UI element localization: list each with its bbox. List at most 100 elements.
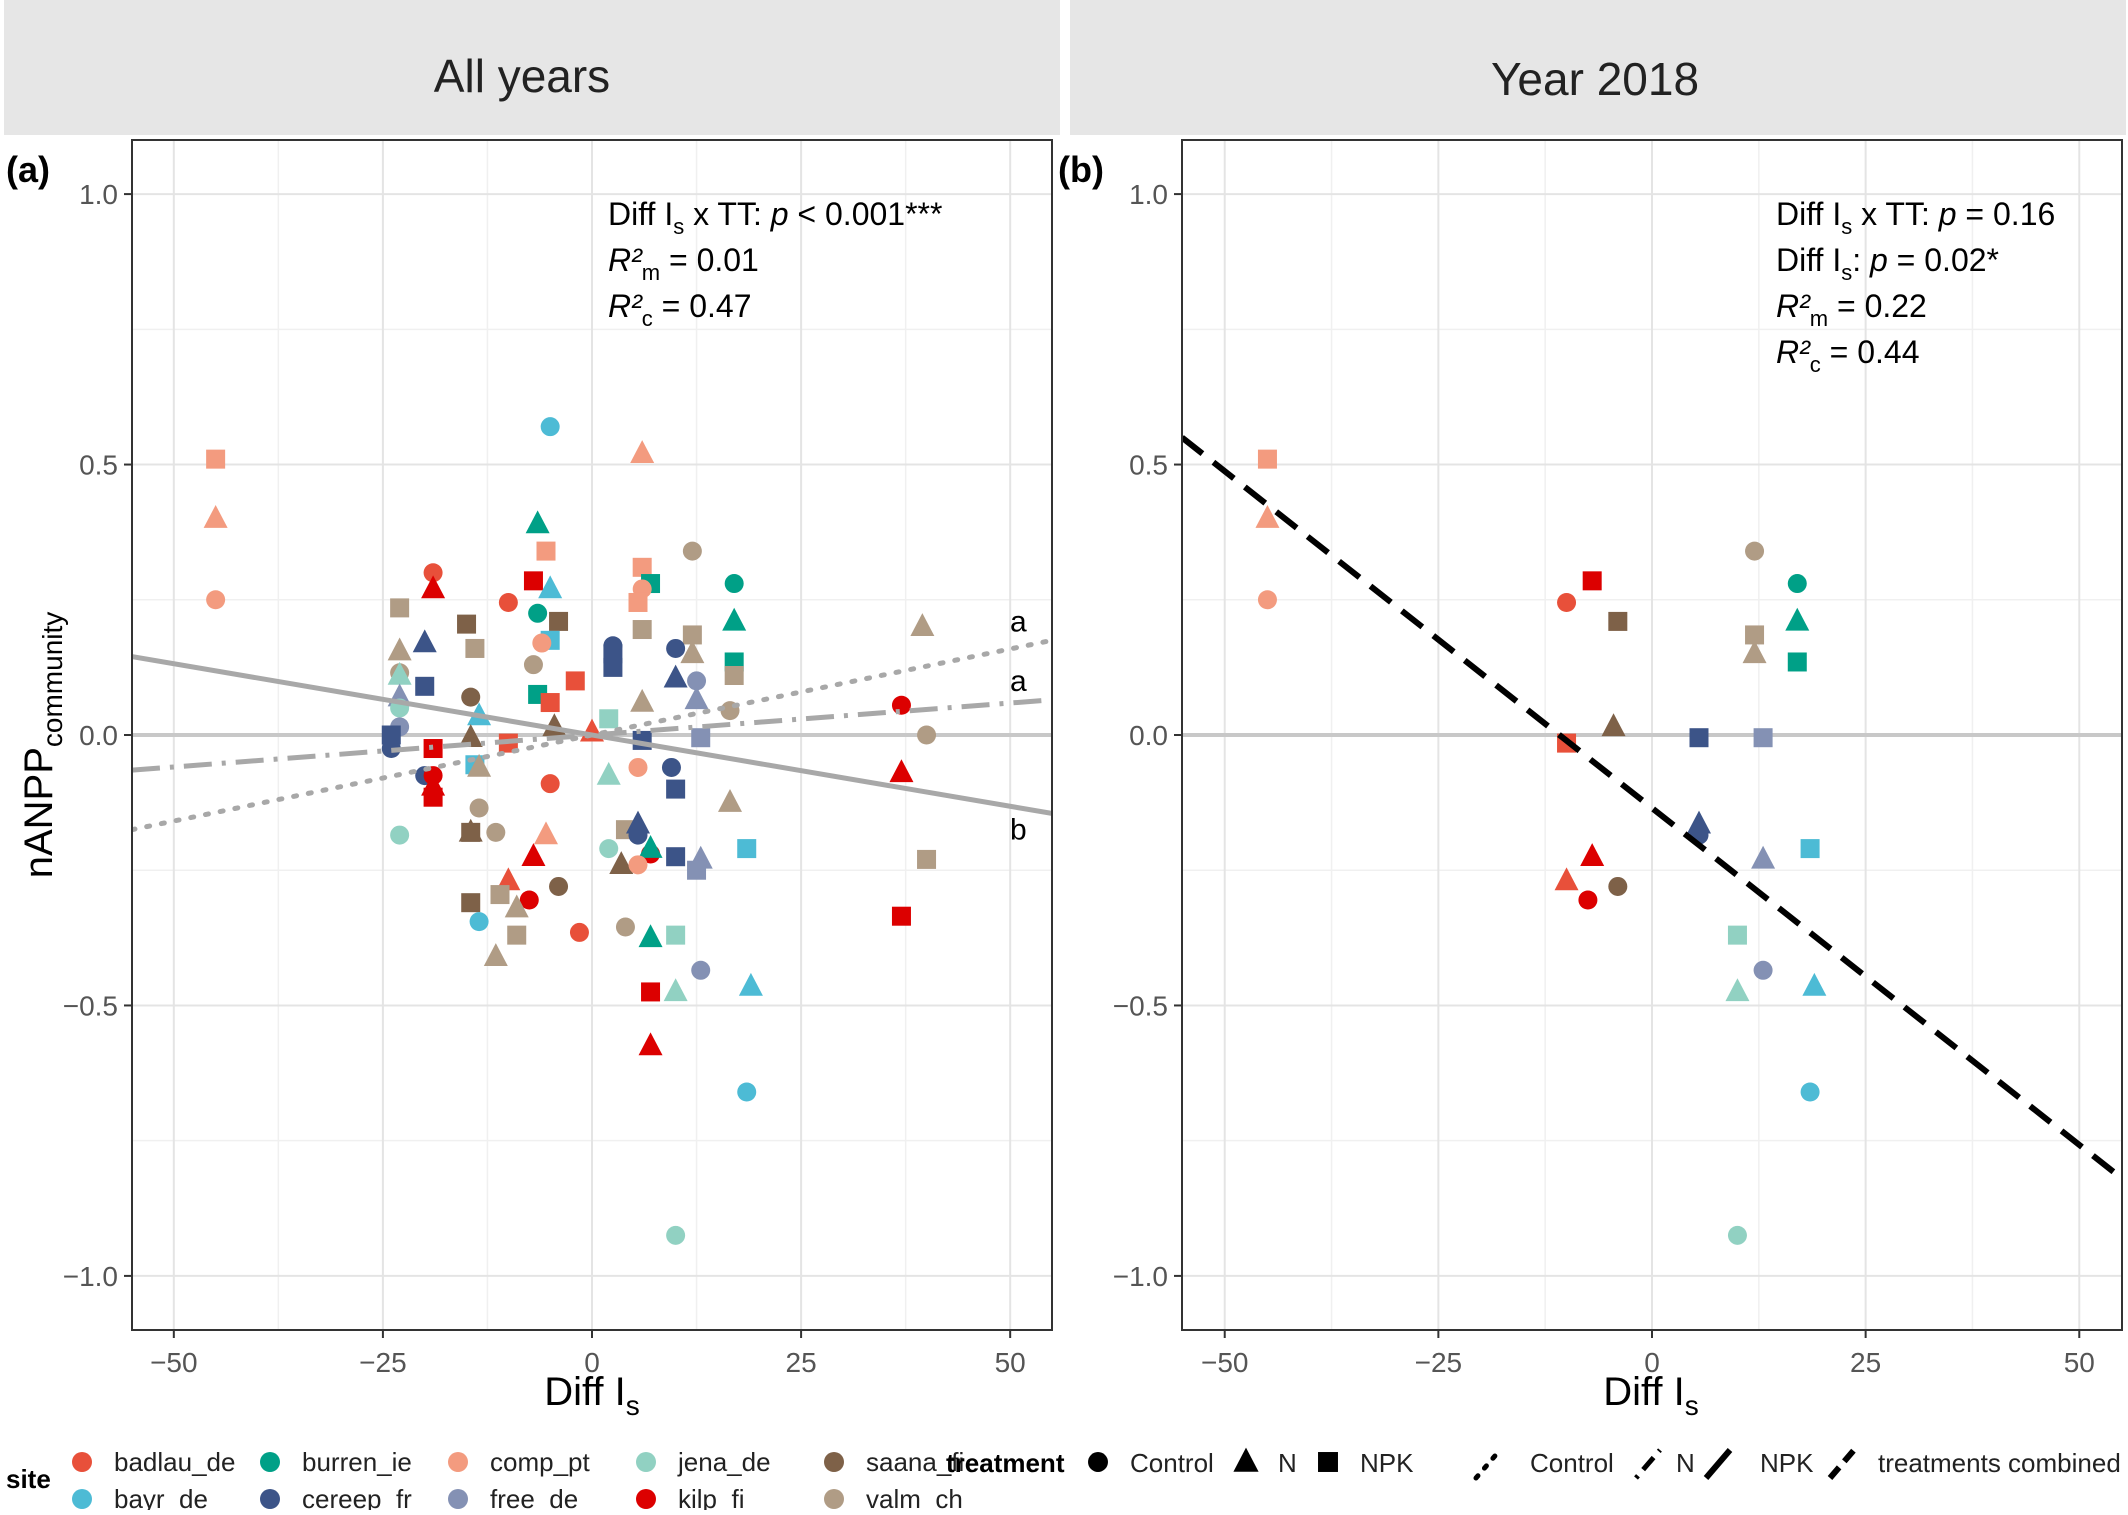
data-point (1257, 449, 1277, 469)
data-point (412, 629, 437, 653)
x-tick-label: 25 (1850, 1347, 1881, 1378)
data-point (486, 822, 506, 842)
data-point (638, 834, 663, 858)
data-point (1785, 607, 1810, 631)
legend-line-key (1473, 1447, 1503, 1481)
data-point (467, 753, 492, 777)
data-point (565, 671, 585, 691)
data-point (1727, 925, 1747, 945)
x-tick-label: −25 (1415, 1347, 1463, 1378)
legend-line-key (1703, 1448, 1733, 1480)
data-point (661, 757, 681, 777)
y-tick-label: −0.5 (63, 990, 118, 1021)
legend: site badlau_de bayr_de burren_ie cereep_fr co… (6, 1447, 2121, 1514)
data-point (206, 449, 226, 469)
data-point (523, 571, 543, 591)
legend-treatment-marker (1318, 1452, 1338, 1472)
data-point (465, 638, 485, 658)
stat-annotation: R²c = 0.47 (608, 288, 752, 331)
legend-line-label: N (1676, 1448, 1695, 1478)
legend-site-label: valm_ch (866, 1484, 963, 1510)
data-point (525, 510, 550, 534)
data-point (691, 960, 711, 980)
data-point (1751, 845, 1776, 869)
data-point (1582, 571, 1602, 591)
legend-site-swatch (260, 1489, 280, 1509)
data-point (615, 917, 635, 937)
y-tick-label: −1.0 (63, 1261, 118, 1292)
line-letter: a (1010, 605, 1027, 638)
line-letter: b (1010, 814, 1027, 847)
data-point (469, 912, 489, 932)
data-point (549, 876, 569, 896)
panel-b: −50 −25 0 25 50 −1.0 −0.5 0.0 0.5 1.0 Diff Is x TT… (1113, 139, 2123, 1378)
data-point (1727, 1225, 1747, 1245)
data-point (738, 972, 763, 996)
data-point (415, 676, 435, 696)
data-point (596, 761, 621, 785)
x-axis-title-a-sub: s (626, 1390, 640, 1421)
data-point (891, 906, 911, 926)
data-point (519, 890, 539, 910)
data-point (1257, 590, 1277, 610)
data-point (387, 637, 412, 661)
legend-line-label: NPK (1760, 1448, 1814, 1478)
fit-lines (132, 637, 1052, 833)
data-point (638, 924, 663, 948)
x-tick-label: −50 (1201, 1347, 1249, 1378)
data-point (490, 885, 510, 905)
legend-line-label: treatments combined (1878, 1448, 2121, 1478)
legend-treatment-marker (1088, 1452, 1108, 1472)
strip-b (1070, 0, 2126, 135)
x-axis-title-a-main: Diff I (544, 1370, 626, 1414)
data-point (691, 728, 711, 748)
data-point (1689, 728, 1709, 748)
y-tick-label: 0.5 (1129, 450, 1168, 481)
legend-site-swatch (824, 1452, 844, 1472)
data-point (630, 688, 655, 712)
data-point (641, 982, 661, 1002)
data-point (569, 922, 589, 942)
data-point (599, 839, 619, 859)
points (1255, 449, 1827, 1245)
data-point (421, 575, 446, 599)
legend-treatment-label: NPK (1360, 1448, 1414, 1478)
data-point (1802, 972, 1827, 996)
data-point (1753, 728, 1773, 748)
y-tick-label: 1.0 (79, 179, 118, 210)
data-point (609, 851, 634, 875)
data-point (1725, 978, 1750, 1002)
legend-treatment-marker (1233, 1447, 1259, 1472)
data-point (498, 592, 518, 612)
x-tick-label: 0 (584, 1347, 600, 1378)
stat-annotation: Diff Is: p = 0.02* (1776, 242, 1999, 285)
data-point (910, 613, 935, 637)
line-letter: a (1010, 665, 1027, 698)
data-point (628, 825, 648, 845)
data-point (663, 978, 688, 1002)
legend-site-label: saana_fi (866, 1447, 964, 1477)
panel-tag-b: (b) (1058, 149, 1104, 190)
data-point (666, 1225, 686, 1245)
data-point (628, 592, 648, 612)
legend-line-key (1827, 1448, 1857, 1480)
legend-site-swatch (72, 1452, 92, 1472)
data-point (458, 818, 483, 842)
strip-a (4, 0, 1060, 135)
legend-site-swatch (72, 1489, 92, 1509)
panel-a: aa b −50 −25 0 25 50 −1.0 −0.5 0.0 0.5 1.0 Diff Is x… (63, 139, 1053, 1378)
data-point (423, 787, 443, 807)
data-point (1745, 625, 1765, 645)
data-point (206, 590, 226, 610)
data-point (680, 640, 705, 664)
x-axis-title-a: Diff Is (544, 1370, 640, 1421)
legend-line-key (1634, 1448, 1662, 1480)
data-point (534, 821, 558, 845)
stat-annotation: Diff Is x TT: p < 0.001*** (608, 196, 942, 239)
data-point (722, 607, 747, 631)
data-point (630, 440, 655, 463)
data-point (889, 759, 914, 783)
x-axis-title-b-main: Diff I (1603, 1370, 1685, 1414)
y-axis-title-sub: community (37, 612, 68, 747)
